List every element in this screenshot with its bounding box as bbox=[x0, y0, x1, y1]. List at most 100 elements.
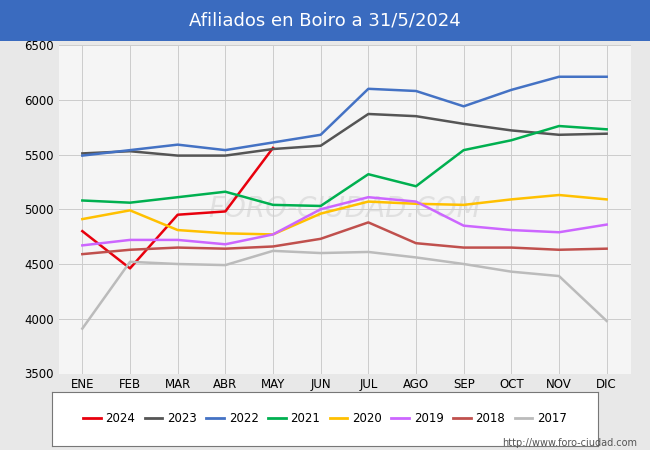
Text: FORO-CIUDAD.COM: FORO-CIUDAD.COM bbox=[208, 195, 481, 223]
2022 bbox=[555, 74, 563, 80]
Line: 2019: 2019 bbox=[83, 197, 606, 245]
2023 bbox=[79, 151, 86, 156]
2019 bbox=[79, 243, 86, 248]
2023 bbox=[317, 143, 324, 148]
2024 bbox=[269, 145, 277, 151]
Line: 2021: 2021 bbox=[83, 126, 606, 206]
2021 bbox=[460, 148, 467, 153]
2022 bbox=[79, 153, 86, 158]
2021 bbox=[222, 189, 229, 194]
2019 bbox=[222, 242, 229, 247]
2018 bbox=[412, 240, 420, 246]
2018 bbox=[555, 247, 563, 252]
2022 bbox=[603, 74, 610, 80]
2021 bbox=[79, 198, 86, 203]
Line: 2020: 2020 bbox=[83, 195, 606, 234]
Line: 2018: 2018 bbox=[83, 222, 606, 254]
2020 bbox=[317, 211, 324, 216]
2017 bbox=[555, 273, 563, 279]
2022 bbox=[365, 86, 372, 91]
2024 bbox=[174, 212, 181, 217]
2017 bbox=[79, 326, 86, 331]
2019 bbox=[508, 227, 515, 233]
2017 bbox=[126, 259, 134, 265]
2021 bbox=[126, 200, 134, 205]
2019 bbox=[603, 222, 610, 227]
2019 bbox=[269, 232, 277, 237]
2017 bbox=[174, 261, 181, 267]
2023 bbox=[603, 131, 610, 136]
2023 bbox=[126, 148, 134, 154]
Line: 2024: 2024 bbox=[83, 148, 273, 268]
2022 bbox=[508, 87, 515, 93]
2022 bbox=[412, 88, 420, 94]
2017 bbox=[508, 269, 515, 274]
2024 bbox=[79, 229, 86, 234]
2020 bbox=[269, 232, 277, 237]
2019 bbox=[126, 237, 134, 243]
2021 bbox=[412, 184, 420, 189]
2017 bbox=[603, 318, 610, 324]
Text: http://www.foro-ciudad.com: http://www.foro-ciudad.com bbox=[502, 438, 637, 448]
2020 bbox=[460, 202, 467, 207]
2020 bbox=[412, 201, 420, 207]
2021 bbox=[269, 202, 277, 207]
2018 bbox=[269, 244, 277, 249]
2020 bbox=[79, 216, 86, 222]
2024 bbox=[126, 266, 134, 271]
2022 bbox=[317, 132, 324, 138]
2019 bbox=[317, 207, 324, 212]
2022 bbox=[222, 148, 229, 153]
2019 bbox=[460, 223, 467, 229]
2018 bbox=[603, 246, 610, 252]
2021 bbox=[555, 123, 563, 129]
2020 bbox=[174, 227, 181, 233]
2017 bbox=[222, 262, 229, 268]
2020 bbox=[555, 192, 563, 198]
2018 bbox=[126, 247, 134, 252]
2022 bbox=[126, 148, 134, 153]
2017 bbox=[412, 255, 420, 260]
2018 bbox=[222, 246, 229, 252]
2018 bbox=[79, 252, 86, 257]
2022 bbox=[174, 142, 181, 147]
2019 bbox=[555, 230, 563, 235]
2019 bbox=[412, 199, 420, 204]
2023 bbox=[412, 113, 420, 119]
2023 bbox=[508, 128, 515, 133]
2020 bbox=[603, 197, 610, 202]
2022 bbox=[460, 104, 467, 109]
2017 bbox=[269, 248, 277, 253]
2021 bbox=[174, 194, 181, 200]
2021 bbox=[365, 171, 372, 177]
Legend: 2024, 2023, 2022, 2021, 2020, 2019, 2018, 2017: 2024, 2023, 2022, 2021, 2020, 2019, 2018… bbox=[78, 407, 572, 430]
2017 bbox=[365, 249, 372, 255]
2023 bbox=[365, 111, 372, 117]
2023 bbox=[222, 153, 229, 158]
2024 bbox=[222, 209, 229, 214]
2018 bbox=[508, 245, 515, 250]
2018 bbox=[365, 220, 372, 225]
2023 bbox=[460, 121, 467, 126]
2020 bbox=[126, 207, 134, 213]
Line: 2023: 2023 bbox=[83, 114, 606, 156]
2020 bbox=[365, 199, 372, 204]
2018 bbox=[317, 236, 324, 242]
2023 bbox=[269, 146, 277, 152]
2023 bbox=[174, 153, 181, 158]
2020 bbox=[222, 231, 229, 236]
2021 bbox=[603, 126, 610, 132]
2017 bbox=[317, 250, 324, 256]
2017 bbox=[460, 261, 467, 267]
2021 bbox=[508, 138, 515, 143]
Text: Afiliados en Boiro a 31/5/2024: Afiliados en Boiro a 31/5/2024 bbox=[189, 11, 461, 29]
2023 bbox=[555, 132, 563, 138]
Line: 2017: 2017 bbox=[83, 251, 606, 328]
2020 bbox=[508, 197, 515, 202]
Line: 2022: 2022 bbox=[83, 77, 606, 156]
2018 bbox=[460, 245, 467, 250]
2019 bbox=[365, 194, 372, 200]
2022 bbox=[269, 140, 277, 145]
2019 bbox=[174, 237, 181, 243]
2018 bbox=[174, 245, 181, 250]
